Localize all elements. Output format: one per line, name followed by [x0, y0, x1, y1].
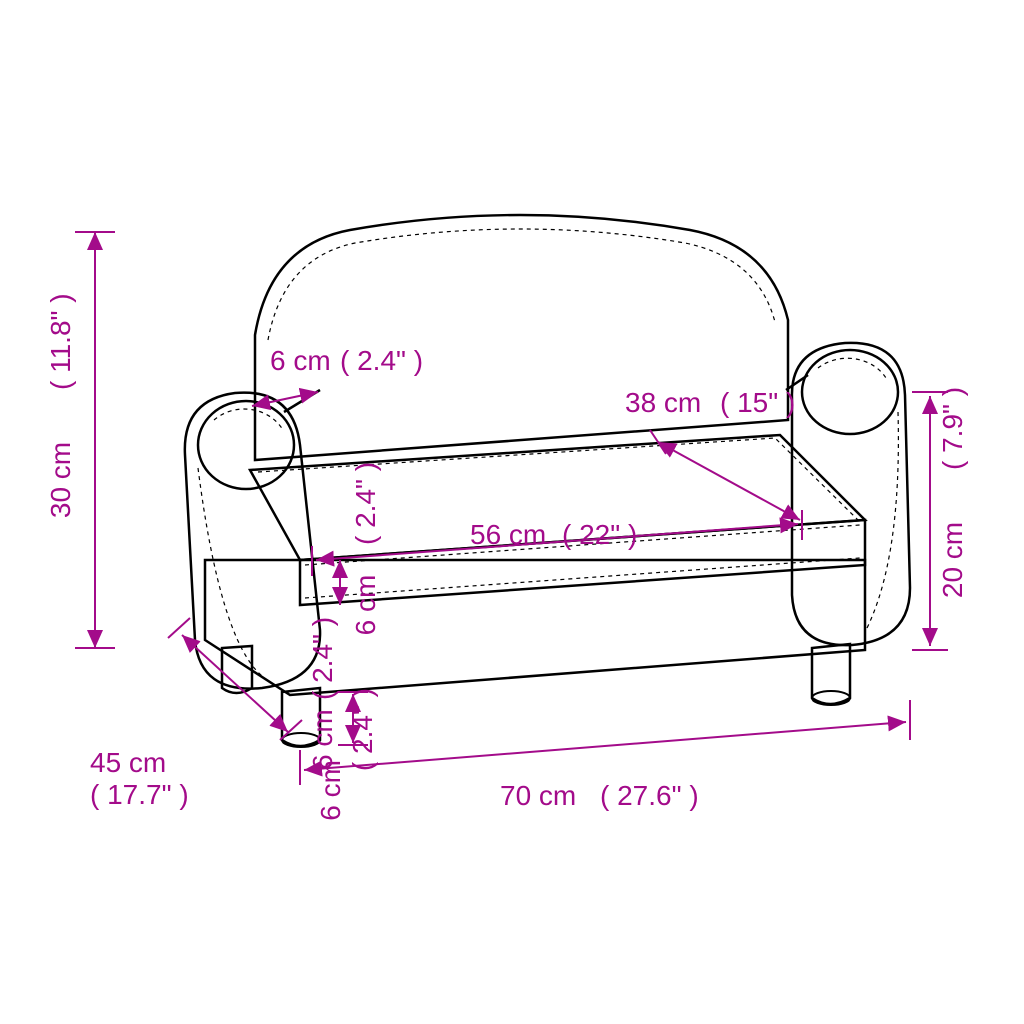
dim-seat-width: 56 cm ( 22" )	[312, 510, 802, 576]
label-total-height-in: ( 11.8" )	[45, 293, 76, 390]
svg-text:6 cm: 6 cm	[307, 709, 338, 770]
svg-text:( 2.4" ): ( 2.4" )	[307, 617, 338, 700]
label-arm-thk-in: ( 2.4" )	[340, 345, 423, 376]
label-arm-h-in: ( 7.9" )	[937, 387, 968, 470]
dim-total-height: 30 cm ( 11.8" )	[45, 232, 115, 648]
label-total-height-cm: 30 cm	[45, 442, 76, 518]
dim-total-width: 70 cm ( 27.6" )	[300, 700, 910, 811]
label-seat-depth-in: ( 15" )	[720, 387, 795, 418]
label-cushion-in: ( 2.4" )	[350, 462, 381, 545]
label-total-width-in: ( 27.6" )	[600, 780, 699, 811]
label-seat-depth-cm: 38 cm	[625, 387, 701, 418]
label-arm-thk-cm: 6 cm	[270, 345, 331, 376]
sofa-outline	[185, 215, 910, 747]
dim-arm-thickness: 6 cm ( 2.4" )	[252, 345, 423, 406]
label-arm-h-cm: 20 cm	[937, 522, 968, 598]
label-seat-width-cm: 56 cm	[470, 519, 546, 550]
dim-cushion-thick: 6 cm ( 2.4" )	[340, 462, 381, 635]
label-seat-width-in: ( 22" )	[562, 519, 637, 550]
dim-seat-depth: 38 cm ( 15" )	[625, 387, 800, 520]
label-cushion-cm: 6 cm	[350, 575, 381, 636]
left-armrest	[185, 390, 320, 689]
label-depth-cm: 45 cm	[90, 747, 166, 778]
label-total-width-cm: 70 cm	[500, 780, 576, 811]
dim-depth: 45 cm ( 17.7" )	[90, 618, 302, 810]
right-armrest	[786, 343, 910, 645]
label-leg-in: ( 2.4" )	[347, 688, 378, 771]
dimension-diagram: 30 cm ( 11.8" ) 45 cm ( 17.7" ) 6 cm ( 2…	[0, 0, 1024, 1024]
dim-arm-height: 20 cm ( 7.9" )	[912, 387, 968, 650]
dim-leg-height-labels: 6 cm ( 2.4" )	[307, 617, 338, 770]
label-depth-in: ( 17.7" )	[90, 779, 189, 810]
